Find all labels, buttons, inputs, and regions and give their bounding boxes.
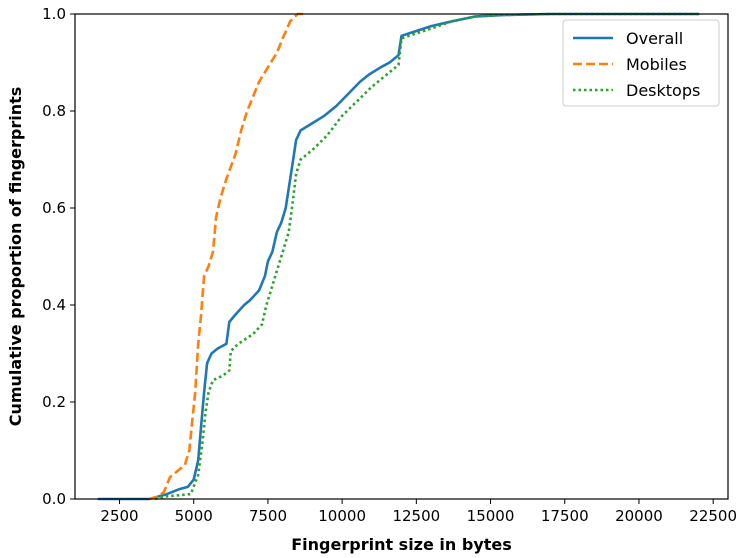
y-tick-label: 0.4 [42, 296, 66, 314]
series-line-mobiles [148, 12, 304, 501]
plot-content [97, 12, 700, 501]
x-tick-label: 17500 [541, 507, 589, 525]
y-tick-label: 0.2 [42, 393, 66, 411]
legend-label-mobiles: Mobiles [626, 55, 687, 74]
legend-box [562, 19, 720, 107]
legend: Overall Mobiles Desktops [562, 19, 720, 107]
x-tick-label: 2500 [100, 507, 138, 525]
y-tick-label: 0.6 [42, 199, 66, 217]
x-axis-title: Fingerprint size in bytes [291, 535, 512, 554]
y-tick-label: 0.8 [42, 102, 66, 120]
plot-frame [74, 13, 729, 500]
legend-label-overall: Overall [626, 29, 683, 48]
series-line-desktops [154, 12, 699, 501]
y-axis-title: Cumulative proportion of fingerprints [6, 87, 25, 427]
x-tick-label: 7500 [249, 507, 287, 525]
legend-label-desktops: Desktops [626, 81, 700, 100]
x-axis: 2500 5000 7500 10000 12500 15000 17500 20000 225… [100, 499, 737, 525]
x-tick-label: 22500 [689, 507, 737, 525]
y-axis: 0.0 0.2 0.4 0.6 0.8 1.0 [42, 5, 75, 508]
y-tick-label: 1.0 [42, 5, 66, 23]
y-tick-label: 0.0 [42, 490, 66, 508]
x-tick-label: 10000 [318, 507, 366, 525]
x-tick-label: 12500 [392, 507, 440, 525]
x-tick-label: 5000 [175, 507, 213, 525]
x-tick-label: 20000 [615, 507, 663, 525]
x-tick-label: 15000 [467, 507, 515, 525]
